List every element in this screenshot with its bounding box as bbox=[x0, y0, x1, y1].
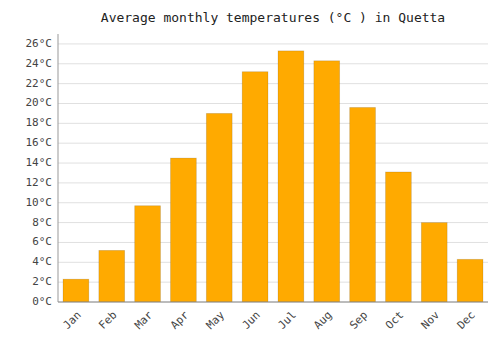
y-tick-label: 22°C bbox=[26, 77, 53, 90]
x-tick-label: Mar bbox=[132, 308, 156, 332]
bar bbox=[278, 51, 304, 302]
grid-line bbox=[58, 302, 488, 303]
y-tick-label: 16°C bbox=[26, 136, 53, 149]
y-tick-label: 12°C bbox=[26, 176, 53, 189]
grid-line bbox=[58, 202, 488, 203]
bar bbox=[242, 72, 268, 302]
x-axis: Jan Feb Mar Apr May Jun Jul Aug Sep Oct Nov Dec bbox=[60, 308, 477, 332]
x-tick-label: Jul bbox=[275, 309, 298, 332]
y-tick-label: 8°C bbox=[32, 216, 52, 229]
y-tick-label: 0°C bbox=[32, 295, 52, 308]
title: Average monthly temperatures (°C ) in Qu… bbox=[101, 10, 445, 25]
x-tick-label: Dec bbox=[455, 309, 478, 332]
bar bbox=[350, 107, 376, 302]
bar bbox=[63, 279, 89, 302]
y-tick-label: 26°C bbox=[26, 37, 53, 50]
grid-line bbox=[58, 83, 488, 84]
bars bbox=[63, 51, 483, 302]
x-tick-label: Feb bbox=[96, 309, 119, 332]
grid-line bbox=[58, 43, 488, 44]
x-tick-label: Apr bbox=[168, 308, 192, 332]
x-tick-label: Aug bbox=[311, 309, 334, 332]
y-tick-label: 2°C bbox=[32, 275, 52, 288]
y-tick-label: 10°C bbox=[26, 196, 53, 209]
bar bbox=[457, 259, 483, 302]
y-axis: 0°C 2°C 4°C 6°C 8°C 10°C 12°C 14°C 16°C 18°C 20°C 2… bbox=[26, 37, 53, 308]
y-tick-label: 6°C bbox=[32, 235, 52, 248]
x-tick-label: Sep bbox=[347, 309, 370, 332]
bar bbox=[135, 206, 161, 302]
grid-line bbox=[58, 63, 488, 64]
grid-line bbox=[58, 182, 488, 183]
bar bbox=[171, 158, 197, 302]
chart-container: 0°C 2°C 4°C 6°C 8°C 10°C 12°C 14°C 16°C 18°C 20°C 2… bbox=[0, 0, 500, 350]
bar bbox=[314, 61, 340, 302]
y-tick-label: 4°C bbox=[32, 255, 52, 268]
y-tick-label: 18°C bbox=[26, 116, 53, 129]
x-tick-label: Jun bbox=[240, 309, 263, 332]
bar bbox=[386, 172, 412, 302]
x-tick-label: May bbox=[204, 308, 228, 332]
x-tick-label: Oct bbox=[383, 309, 406, 332]
bar bbox=[206, 113, 232, 302]
grid-line bbox=[58, 103, 488, 104]
grid-line bbox=[58, 143, 488, 144]
x-tick-label: Nov bbox=[419, 308, 443, 332]
y-tick-label: 14°C bbox=[26, 156, 53, 169]
bar bbox=[99, 250, 125, 302]
x-tick-label: Jan bbox=[60, 309, 83, 332]
x-axis-line bbox=[58, 302, 488, 303]
y-tick-label: 24°C bbox=[26, 57, 53, 70]
grid bbox=[58, 44, 488, 302]
grid-line bbox=[58, 163, 488, 164]
bar bbox=[421, 223, 447, 302]
grid-line bbox=[58, 123, 488, 124]
y-axis-line bbox=[58, 34, 59, 302]
chart: 0°C 2°C 4°C 6°C 8°C 10°C 12°C 14°C 16°C 18°C 20°C 2… bbox=[0, 0, 500, 350]
y-tick-label: 20°C bbox=[26, 96, 53, 109]
